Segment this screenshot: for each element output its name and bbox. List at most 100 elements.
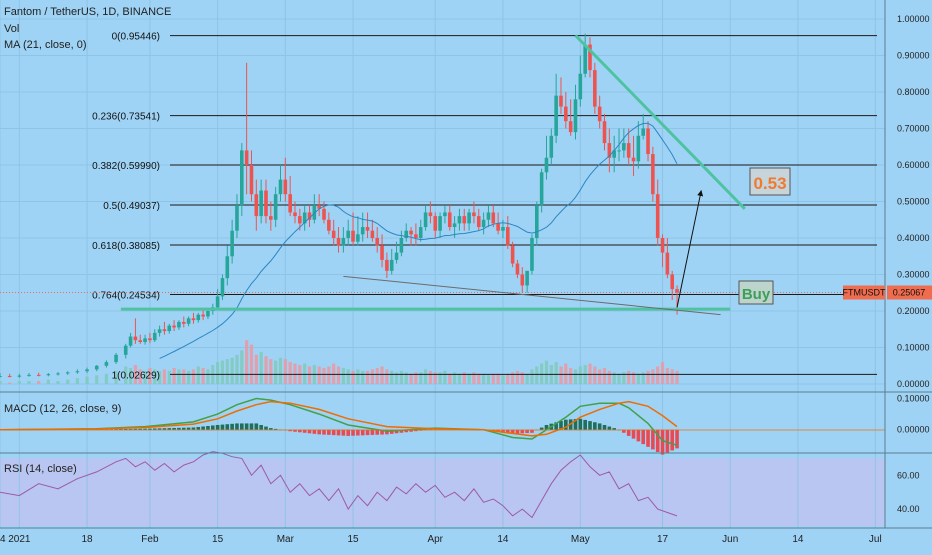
candle-body <box>250 165 254 194</box>
time-axis-label: Mar <box>277 534 295 545</box>
candle-body <box>18 376 22 377</box>
ma-legend: MA (21, close, 0) <box>4 39 87 51</box>
candle-body <box>366 227 370 231</box>
volume-bar <box>443 371 446 384</box>
candle-body <box>462 216 466 223</box>
rsi-band <box>0 458 885 526</box>
candle-body <box>380 245 384 260</box>
candle-body <box>535 205 539 238</box>
candle-body <box>163 329 167 331</box>
candle-body <box>216 296 220 307</box>
volume-bar <box>390 371 393 384</box>
volume-bar <box>477 374 480 384</box>
volume-bar <box>332 364 335 384</box>
candle-body <box>617 150 621 151</box>
macd-histogram-bar <box>608 427 612 430</box>
fib-label: 0.382(0.59990) <box>92 161 160 172</box>
volume-bar <box>627 371 630 384</box>
last-price-label: 0.25067 <box>893 288 926 298</box>
volume-bar <box>371 369 374 384</box>
candle-body <box>279 180 283 195</box>
candle-body <box>293 212 297 216</box>
candle-body <box>192 318 196 320</box>
macd-histogram-bar <box>627 430 631 436</box>
fib-label: 0.618(0.38085) <box>92 241 160 252</box>
volume-bar <box>424 369 427 384</box>
macd-histogram-bar <box>172 428 176 430</box>
volume-bar <box>8 383 11 384</box>
candle-body <box>545 158 549 173</box>
volume-bar <box>492 374 495 384</box>
volume-bar <box>545 361 548 384</box>
volume-bar <box>356 369 359 384</box>
candle-body <box>448 212 452 227</box>
candle-body <box>622 143 626 150</box>
volume-bar <box>579 366 582 384</box>
volume-bar <box>240 350 243 384</box>
time-axis-label: Feb <box>141 534 159 545</box>
volume-bar <box>245 340 248 384</box>
macd-histogram-bar <box>182 428 186 430</box>
candle-body <box>167 326 171 331</box>
macd-histogram-bar <box>637 430 641 442</box>
candle-body <box>196 315 200 320</box>
macd-histogram-bar <box>598 423 602 429</box>
candle-body <box>322 209 326 220</box>
macd-histogram-bar <box>593 422 597 429</box>
candle-body <box>579 74 583 100</box>
volume-bar <box>555 362 558 384</box>
time-axis-label: 15 <box>347 534 359 545</box>
volume-bar <box>168 371 171 384</box>
candle-body <box>56 373 60 374</box>
candle-body <box>414 234 418 238</box>
candle-body <box>337 238 341 245</box>
macd-histogram-bar <box>351 430 355 436</box>
fib-label: 0.236(0.73541) <box>92 112 160 123</box>
volume-bar <box>221 361 224 384</box>
volume-bar <box>337 366 340 384</box>
volume-bar <box>85 377 88 384</box>
chart-title: Fantom / TetherUS, 1D, BINANCE <box>4 6 171 18</box>
candle-body <box>259 191 263 217</box>
volume-bar <box>250 345 253 384</box>
candle-body <box>114 355 118 362</box>
candle-body <box>66 372 70 373</box>
candle-body <box>472 212 476 216</box>
macd-histogram-bar <box>177 428 181 430</box>
candle-body <box>187 318 191 323</box>
candle-body <box>583 45 587 74</box>
candle-body <box>264 191 268 217</box>
volume-bar <box>327 366 330 384</box>
macd-histogram-bar <box>264 427 268 430</box>
candle-body <box>530 238 534 271</box>
candle-body <box>240 150 244 205</box>
volume-bar <box>163 369 166 384</box>
macd-histogram-bar <box>216 425 220 430</box>
price-axis-label: 0.10000 <box>897 343 930 353</box>
candle-body <box>550 136 554 158</box>
candle-body <box>148 338 152 340</box>
rsi-legend: RSI (14, close) <box>4 463 77 475</box>
volume-bar <box>342 368 345 384</box>
candle-body <box>424 212 428 227</box>
candle-body <box>172 326 176 328</box>
time-axis-label: Apr <box>427 534 443 545</box>
candle-body <box>438 216 442 231</box>
volume-bar <box>656 366 659 384</box>
macd-legend: MACD (12, 26, close, 9) <box>4 403 121 415</box>
candle-body <box>637 136 641 162</box>
candle-body <box>516 264 520 275</box>
volume-bar <box>559 366 562 384</box>
time-axis-label: 14 <box>792 534 804 545</box>
macd-histogram-bar <box>641 430 645 444</box>
macd-histogram-bar <box>342 430 346 436</box>
macd-histogram-bar <box>163 428 167 429</box>
macd-histogram-bar <box>632 430 636 439</box>
candle-body <box>429 212 433 216</box>
volume-bar <box>671 369 674 384</box>
volume-bar <box>255 355 258 384</box>
candle-body <box>675 289 679 292</box>
candle-body <box>593 70 597 107</box>
time-axis-label: May <box>571 534 590 545</box>
